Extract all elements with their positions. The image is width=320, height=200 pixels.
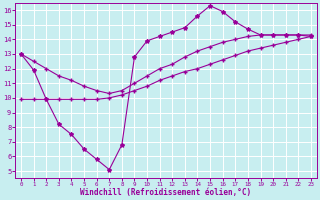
X-axis label: Windchill (Refroidissement éolien,°C): Windchill (Refroidissement éolien,°C) <box>80 188 252 197</box>
